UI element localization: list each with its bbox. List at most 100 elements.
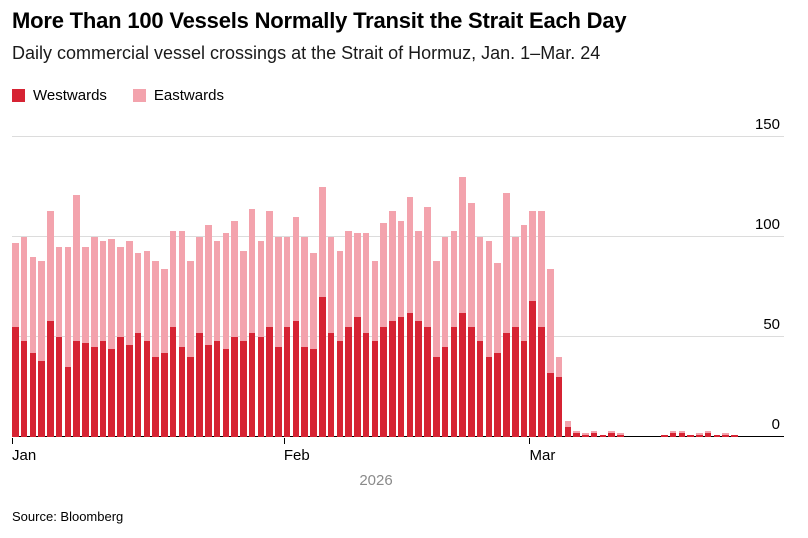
bar-segment-westwards (476, 341, 484, 437)
chart-legend: Westwards Eastwards (12, 87, 224, 104)
bar-segment-eastwards (590, 431, 598, 433)
bar-segment-eastwards (696, 433, 703, 435)
bar-segment-westwards (143, 341, 151, 437)
x-axis-tick (12, 438, 13, 444)
bar-segment-eastwards (73, 195, 80, 341)
bar-segment-westwards (152, 357, 159, 437)
y-axis-label: 50 (763, 316, 780, 333)
bar-day-80 (704, 431, 712, 437)
bar-day-66 (582, 433, 589, 437)
bar-segment-westwards (696, 435, 703, 437)
bar-segment-eastwards (134, 253, 142, 333)
bar-segment-westwards (213, 341, 221, 437)
bar-segment-eastwards (231, 221, 238, 337)
bar-day-78 (687, 435, 694, 437)
bar-day-57 (503, 193, 510, 437)
bar-day-17 (152, 261, 159, 437)
x-axis-tick (283, 438, 285, 444)
bar-day-76 (669, 431, 677, 437)
bar-day-51 (450, 231, 458, 437)
bar-segment-westwards (687, 435, 694, 437)
bar-segment-eastwards (354, 233, 361, 317)
bar-segment-eastwards (669, 431, 677, 433)
bar-segment-eastwards (213, 241, 221, 341)
bar-day-47 (415, 231, 423, 437)
bar-segment-eastwards (433, 261, 440, 357)
bar-day-2 (20, 237, 28, 437)
bar-segment-eastwards (126, 241, 133, 345)
bar-day-8 (73, 195, 80, 437)
bar-segment-westwards (222, 349, 230, 437)
bar-segment-eastwards (310, 253, 317, 349)
bar-segment-westwards (90, 347, 98, 437)
bar-day-52 (459, 177, 466, 437)
bar-segment-westwards (722, 435, 730, 437)
y-axis-label: 0 (771, 416, 780, 433)
bar-segment-eastwards (161, 269, 168, 353)
bar-segment-westwards (555, 377, 563, 437)
bar-day-34 (301, 237, 308, 437)
bar-segment-eastwards (47, 211, 54, 321)
bar-segment-eastwards (117, 247, 124, 337)
bar-segment-westwards (617, 435, 624, 437)
bar-day-18 (161, 269, 168, 437)
bar-segment-eastwards (722, 433, 730, 435)
x-axis-label-feb: Feb (283, 447, 310, 464)
bar-segment-westwards (47, 321, 54, 437)
x-axis-label-jan: Jan (12, 447, 37, 464)
bar-day-65 (573, 431, 580, 437)
bar-day-38 (336, 251, 344, 437)
bar-segment-eastwards (283, 237, 291, 327)
y-axis-label: 150 (754, 116, 780, 133)
bar-day-58 (511, 237, 519, 437)
bar-segment-eastwards (371, 261, 379, 341)
bar-segment-westwards (564, 427, 572, 437)
bar-segment-westwards (29, 353, 37, 437)
bar-day-68 (599, 435, 607, 437)
bar-segment-eastwards (178, 231, 186, 347)
bar-day-49 (433, 261, 440, 437)
bar-day-25 (222, 233, 230, 437)
bar-day-27 (240, 251, 247, 437)
bar-segment-westwards (117, 337, 124, 437)
bar-segment-westwards (678, 433, 686, 437)
bar-segment-westwards (248, 333, 256, 437)
bar-segment-westwards (38, 361, 45, 437)
bar-segment-westwards (327, 333, 335, 437)
bar-segment-westwards (511, 327, 519, 437)
bar-segment-westwards (433, 357, 440, 437)
bar-day-10 (90, 237, 98, 437)
bar-segment-westwards (459, 313, 466, 437)
bar-segment-westwards (713, 435, 721, 437)
bar-segment-westwards (661, 435, 668, 437)
bar-segment-westwards (450, 327, 458, 437)
y-axis-label: 100 (754, 216, 780, 233)
bar-segment-eastwards (143, 251, 151, 341)
bar-segment-eastwards (29, 257, 37, 353)
bar-segment-westwards (354, 317, 361, 437)
bar-day-11 (99, 241, 107, 437)
bar-day-22 (196, 237, 203, 437)
bar-day-54 (476, 237, 484, 437)
bar-segment-eastwards (564, 421, 572, 427)
bar-segment-westwards (301, 347, 308, 437)
bar-day-63 (555, 357, 563, 437)
bar-segment-westwards (257, 337, 265, 437)
bar-segment-westwards (82, 343, 89, 437)
bar-day-45 (397, 221, 405, 437)
bar-day-19 (169, 231, 177, 437)
bar-segment-westwards (126, 345, 133, 437)
bar-day-59 (520, 225, 528, 437)
bar-day-61 (538, 211, 545, 437)
bar-segment-westwards (108, 349, 116, 437)
bar-segment-eastwards (82, 247, 89, 343)
bar-segment-westwards (669, 433, 677, 437)
bar-day-69 (608, 431, 615, 437)
bar-segment-eastwards (12, 243, 19, 327)
bar-segment-eastwards (90, 237, 98, 347)
bar-day-21 (187, 261, 194, 437)
bar-segment-westwards (362, 333, 370, 437)
bar-day-50 (441, 237, 449, 437)
bar-day-43 (380, 223, 387, 437)
bar-segment-eastwards (704, 431, 712, 433)
